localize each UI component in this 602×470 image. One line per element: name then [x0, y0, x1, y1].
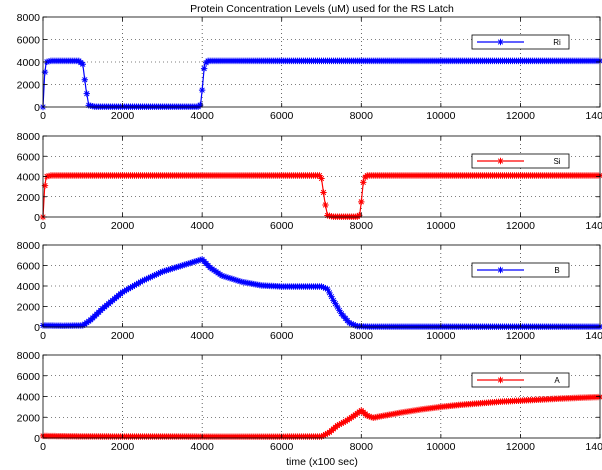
legend-label-Si: Si	[553, 157, 560, 166]
legend-label-Ri: Ri	[553, 38, 561, 47]
data-marker	[358, 199, 364, 205]
x-tick-label: 8000	[350, 220, 374, 232]
y-tick-label: 8000	[17, 131, 41, 143]
x-tick-label: 14000	[585, 110, 602, 122]
x-tick-label: 6000	[270, 330, 294, 342]
data-marker	[318, 175, 324, 181]
x-tick-label: 4000	[190, 220, 214, 232]
x-tick-label: 8000	[350, 330, 374, 342]
x-tick-label: 10000	[426, 110, 455, 122]
y-tick-label: 6000	[17, 35, 41, 47]
y-tick-label: 0	[34, 433, 40, 445]
subplot-3: 0 2000 4000 6000 8000 10000 12000 14000 0 2000 400…	[17, 240, 602, 342]
data-marker	[80, 61, 86, 67]
legend: A	[472, 373, 569, 387]
x-tick-label: 8000	[350, 441, 374, 453]
data-marker	[497, 377, 503, 383]
x-tick-label: 0	[40, 110, 46, 122]
legend: Si	[472, 154, 569, 168]
legend-label-B: B	[554, 266, 559, 275]
data-marker	[497, 158, 503, 164]
x-tick-label: 2000	[111, 330, 135, 342]
data-marker	[320, 189, 326, 195]
y-tick-label: 8000	[17, 240, 41, 252]
y-tick-label: 0	[34, 102, 40, 114]
x-tick-label: 6000	[270, 441, 294, 453]
x-tick-label: 10000	[426, 330, 455, 342]
y-tick-label: 2000	[17, 80, 41, 92]
x-tick-label: 0	[40, 330, 46, 342]
x-tick-label: 14000	[585, 220, 602, 232]
y-tick-label: 4000	[17, 57, 41, 69]
x-tick-label: 8000	[350, 110, 374, 122]
legend: B	[472, 263, 569, 277]
plot-area	[43, 355, 600, 438]
y-tick-label: 8000	[17, 350, 41, 362]
x-tick-label: 6000	[270, 110, 294, 122]
subplot-4: 0 2000 4000 6000 8000 10000 12000 14000 0 2000 400…	[17, 350, 602, 453]
x-tick-label: 10000	[426, 441, 455, 453]
x-tick-label: 4000	[190, 110, 214, 122]
x-tick-label: 4000	[190, 330, 214, 342]
x-tick-label: 0	[40, 441, 46, 453]
y-tick-label: 2000	[17, 192, 41, 204]
legend: Ri	[472, 35, 569, 49]
x-tick-label: 12000	[506, 110, 535, 122]
x-tick-label: 6000	[270, 220, 294, 232]
x-tick-label: 0	[40, 220, 46, 232]
y-tick-label: 0	[34, 212, 40, 224]
y-tick-label: 0	[34, 322, 40, 334]
y-tick-label: 4000	[17, 281, 41, 293]
x-tick-label: 2000	[111, 220, 135, 232]
chart-title: Protein Concentration Levels (uM) used f…	[190, 3, 454, 15]
x-tick-label: 2000	[111, 441, 135, 453]
y-tick-label: 6000	[17, 151, 41, 163]
x-tick-label: 12000	[506, 330, 535, 342]
x-tick-label: 4000	[190, 441, 214, 453]
subplot-1: 0 2000 4000 6000 8000 10000 12000 14000 0 2000 400…	[17, 12, 602, 122]
x-tick-label: 2000	[111, 110, 135, 122]
x-axis-label: time (x100 sec)	[286, 456, 358, 468]
data-marker	[322, 202, 328, 208]
data-marker	[82, 77, 88, 83]
y-tick-label: 4000	[17, 172, 41, 184]
x-tick-label: 10000	[426, 220, 455, 232]
y-tick-label: 2000	[17, 302, 41, 314]
data-marker	[497, 267, 503, 273]
subplot-2: 0 2000 4000 6000 8000 10000 12000 14000 0 2000 400…	[17, 131, 602, 232]
data-marker	[201, 65, 207, 71]
data-marker	[84, 90, 90, 96]
x-tick-label: 14000	[585, 441, 602, 453]
x-tick-label: 12000	[506, 220, 535, 232]
y-tick-label: 2000	[17, 412, 41, 424]
y-tick-label: 6000	[17, 371, 41, 383]
x-tick-label: 12000	[506, 441, 535, 453]
data-marker	[497, 39, 503, 45]
data-marker	[199, 87, 205, 93]
y-tick-label: 6000	[17, 261, 41, 273]
x-tick-label: 14000	[585, 330, 602, 342]
y-tick-label: 8000	[17, 12, 41, 24]
legend-label-A: A	[554, 376, 560, 385]
y-tick-label: 4000	[17, 392, 41, 404]
